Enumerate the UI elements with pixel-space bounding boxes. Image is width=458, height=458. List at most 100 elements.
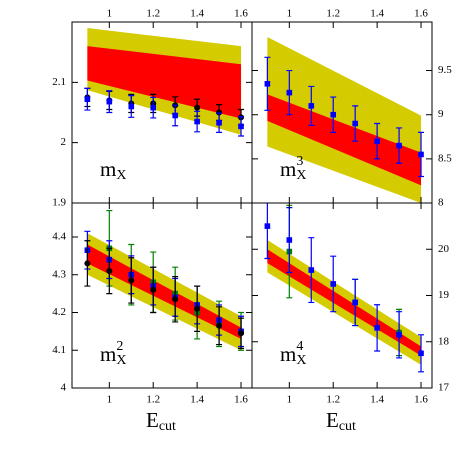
annotation-base: m: [100, 342, 116, 366]
inner-band: [267, 94, 422, 186]
x-tick-label: 1.2: [146, 394, 160, 406]
point: [216, 322, 223, 329]
point: [264, 223, 271, 229]
annotation-base: E: [146, 408, 159, 432]
y-tick-label: 9: [438, 108, 444, 120]
annotation-sub: X: [116, 168, 126, 183]
x-tick-label: 1.4: [190, 394, 204, 406]
inner-band: [87, 46, 242, 119]
x-tick-label: 1.4: [370, 8, 384, 20]
panel: 1 1.2 1.4 1.6 1.9 2 2.1 mX: [52, 8, 253, 209]
annotation-base: m: [280, 342, 296, 366]
point: [84, 260, 91, 267]
annotation-sup: 4: [296, 339, 303, 354]
panel: 1 1.2 1.4 1.6 17 18 19 20 m4 X Ecut: [251, 202, 450, 434]
point: [418, 350, 424, 357]
point: [128, 277, 135, 284]
y-tick-label: 4.1: [52, 344, 66, 356]
x-tick-label: 1.4: [190, 8, 204, 20]
point: [396, 332, 402, 338]
y-tick-label: 4.3: [52, 268, 66, 280]
annotation-sub: X: [116, 353, 126, 368]
point: [216, 109, 223, 116]
y-tick-label: 17: [438, 382, 450, 394]
x-tick-label: 1: [107, 8, 113, 20]
panel: 1 1.2 1.4 1.6 8 8.5 9 9.5 m3 X: [251, 8, 452, 209]
annotation-sub: cut: [339, 419, 356, 434]
point: [264, 81, 271, 87]
point: [106, 267, 113, 274]
inner-band: [87, 244, 242, 339]
y-tick-label: 2.1: [52, 76, 66, 88]
point: [128, 103, 135, 110]
x-tick-label: 1.6: [234, 8, 248, 20]
x-tick-label: 1.2: [326, 394, 340, 406]
annotation: m4 X: [280, 339, 306, 368]
inner-band: [267, 249, 422, 356]
x-tick-label: 1.6: [234, 394, 248, 406]
point: [172, 112, 178, 119]
annotation-sub: X: [296, 353, 306, 368]
x-tick-label: 1.4: [370, 394, 384, 406]
annotation-base: m: [100, 157, 116, 181]
annotation-sub: X: [296, 168, 306, 183]
x-tick-label: 1.2: [146, 8, 160, 20]
annotation: m2 X: [100, 339, 126, 368]
point: [374, 138, 380, 144]
point: [330, 111, 337, 118]
plot-area: [84, 209, 245, 351]
point: [150, 286, 157, 293]
annotation-sub: cut: [159, 419, 176, 434]
y-tick-label: 9.5: [438, 64, 452, 76]
point: [172, 296, 179, 303]
point: [194, 118, 200, 125]
y-tick-label: 4: [61, 382, 67, 394]
point: [308, 267, 315, 273]
x-tick-label: 1.6: [414, 8, 428, 20]
plot-area: [84, 28, 245, 137]
y-tick-label: 20: [438, 243, 450, 255]
point: [238, 123, 244, 130]
point: [352, 299, 358, 306]
y-tick-label: 4.2: [52, 306, 66, 318]
plot-area: [264, 37, 425, 203]
point: [216, 119, 222, 126]
y-tick-label: 4.4: [52, 231, 66, 243]
panel: 1 1.2 1.4 1.6 4 4.1 4.2 4.3 4.4 m2 X Ecut: [52, 202, 253, 434]
annotation: Ecut: [146, 408, 176, 434]
y-tick-label: 2: [61, 136, 67, 148]
x-tick-label: 1: [107, 394, 113, 406]
annotation-base: m: [280, 157, 296, 181]
point: [374, 325, 380, 331]
plot-area: [264, 203, 425, 373]
point: [194, 305, 201, 312]
point: [418, 151, 424, 158]
point: [286, 89, 293, 96]
point: [286, 237, 293, 243]
y-tick-label: 8.5: [438, 152, 452, 164]
x-tick-label: 1: [287, 394, 293, 406]
point: [330, 281, 337, 287]
x-tick-label: 1.6: [414, 394, 428, 406]
point: [396, 142, 402, 149]
annotation-base: E: [326, 408, 339, 432]
annotation: Ecut: [326, 408, 356, 434]
y-tick-label: 19: [438, 289, 450, 301]
x-tick-label: 1.2: [326, 8, 340, 20]
y-tick-label: 1.9: [52, 197, 66, 209]
annotation: m3 X: [280, 154, 306, 183]
annotation-sup: 2: [116, 339, 123, 354]
point: [106, 98, 113, 105]
point: [84, 96, 91, 103]
annotation: mX: [100, 157, 126, 183]
y-tick-label: 18: [438, 335, 450, 347]
x-tick-label: 1: [287, 8, 293, 20]
annotation-sup: 3: [296, 154, 303, 169]
point: [150, 104, 157, 111]
point: [308, 103, 315, 109]
point: [194, 104, 201, 111]
point: [238, 330, 245, 337]
point: [352, 120, 358, 127]
y-tick-label: 8: [438, 197, 444, 209]
